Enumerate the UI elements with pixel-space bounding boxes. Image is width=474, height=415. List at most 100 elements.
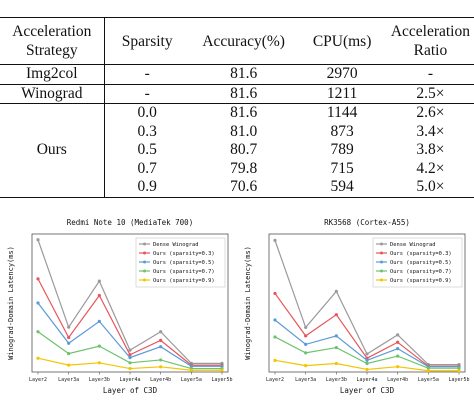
data-point xyxy=(67,363,71,367)
legend-label: Ours (sparsity=0.5) xyxy=(390,260,452,266)
legend-marker xyxy=(380,260,383,264)
x-tick-label: Layer3a xyxy=(295,377,316,383)
data-point xyxy=(159,358,163,362)
data-point xyxy=(365,361,369,366)
legend-marker xyxy=(380,278,383,282)
table-row: Winograd - 81.6 1211 2.5× xyxy=(0,84,474,104)
data-point xyxy=(220,368,224,372)
table-cell: 715 xyxy=(330,159,354,177)
data-point xyxy=(396,340,400,344)
table-cell: 70.6 xyxy=(189,178,298,198)
table-cell: 81.6 xyxy=(189,84,298,104)
table-cell: 0.5 xyxy=(137,141,157,159)
data-point xyxy=(334,361,338,366)
legend-marker xyxy=(380,251,383,255)
table-cell: 2970 xyxy=(297,64,387,85)
table-cell: 2.6× xyxy=(416,104,445,122)
legend-label: Dense Winograd xyxy=(390,242,435,248)
data-point xyxy=(304,351,308,355)
x-axis-label: Layer of C3D xyxy=(340,386,395,395)
data-point xyxy=(159,338,163,342)
data-point xyxy=(396,347,400,351)
data-point xyxy=(396,365,400,369)
table-cell: 81.0 xyxy=(230,122,258,140)
data-point xyxy=(97,279,101,283)
x-tick-label: Layer2 xyxy=(266,377,284,383)
table-cell: 3.8× xyxy=(416,141,445,159)
x-tick-label: Layer5b xyxy=(448,377,469,383)
chart-redmi-note-10: Redmi Note 10 (MediaTek 700) Layer2 Layer3… xyxy=(7,218,233,395)
legend-label: Dense Winograd xyxy=(153,242,198,248)
data-point xyxy=(189,368,193,372)
x-tick-label: Layer5a xyxy=(418,377,439,383)
chart-title: Redmi Note 10 (MediaTek 700) xyxy=(67,218,193,227)
table-cell: 5.0× xyxy=(386,178,474,198)
table-cell: 0.7 xyxy=(137,159,157,177)
data-point xyxy=(67,325,71,329)
legend-marker xyxy=(143,242,146,246)
data-point xyxy=(334,313,338,317)
table-row: Img2col - 81.6 2970 - xyxy=(0,64,474,85)
table-row: Ours 0.0 81.6 1144 2.6× xyxy=(0,103,474,198)
data-point xyxy=(36,356,40,360)
x-tick-label: Layer3b xyxy=(326,377,347,383)
data-point xyxy=(304,342,308,346)
legend-box xyxy=(135,237,226,288)
data-point xyxy=(426,369,430,373)
data-point xyxy=(273,358,277,362)
header-accuracy: Accuracy(%) xyxy=(189,17,298,65)
table-row: 0.7 79.8 715 4.2× xyxy=(0,160,474,179)
legend-marker xyxy=(143,278,146,282)
data-point xyxy=(396,354,400,358)
table-cell: 1211 xyxy=(297,84,387,104)
data-point xyxy=(97,344,101,348)
data-point xyxy=(304,325,308,330)
legend-marker xyxy=(380,242,383,246)
table-cell: 79.8 xyxy=(230,159,258,177)
data-point xyxy=(128,356,132,360)
data-point xyxy=(457,369,461,373)
data-point xyxy=(273,238,277,242)
data-point xyxy=(396,333,400,337)
data-point xyxy=(457,366,461,370)
data-point xyxy=(304,334,308,338)
table-cell: 81.6 xyxy=(230,104,258,122)
data-point xyxy=(189,364,193,368)
data-point xyxy=(36,277,40,281)
y-axis-label: Winograd-Domain Latency(ms) xyxy=(7,246,15,360)
data-point xyxy=(36,238,40,242)
table-row: 0.5 80.7 789 3.8× xyxy=(0,141,474,160)
header-accuracy-label: Accuracy(%) xyxy=(202,32,285,50)
table-cell: - xyxy=(104,64,190,85)
legend-label: Ours (sparsity=0.9) xyxy=(153,278,215,284)
results-table: Acceleration Strategy Sparsity Accuracy(… xyxy=(0,17,474,198)
data-point xyxy=(128,348,132,352)
data-point xyxy=(128,366,132,371)
table-row: 0.3 81.0 873 3.4× xyxy=(0,123,474,142)
legend-label: Ours (sparsity=0.7) xyxy=(390,269,452,275)
data-point xyxy=(36,301,40,305)
table-cell: 0.0 xyxy=(137,104,157,122)
data-point xyxy=(273,335,277,339)
ours-strategy-cell: Ours xyxy=(0,103,105,198)
header-ratio: Acceleration Ratio xyxy=(386,17,474,65)
x-tick-label: Layer4a xyxy=(356,377,377,383)
table-header-row: Acceleration Strategy Sparsity Accuracy(… xyxy=(0,17,474,65)
data-point xyxy=(159,345,163,349)
latency-figure: Redmi Note 10 (MediaTek 700) Layer2 Layer3… xyxy=(0,210,474,415)
x-axis-label: Layer of C3D xyxy=(103,386,158,395)
data-point xyxy=(159,365,163,369)
table-cell: 873 xyxy=(330,122,354,140)
data-point xyxy=(365,358,369,362)
x-tick-label: Layer3a xyxy=(58,377,79,383)
x-tick-label: Layer5b xyxy=(211,377,232,383)
data-point xyxy=(67,335,71,340)
header-strategy-line2: Strategy xyxy=(25,42,78,59)
table-cell: Winograd xyxy=(0,84,105,104)
data-point xyxy=(97,361,101,365)
x-tick-label: Layer4b xyxy=(387,377,408,383)
data-point xyxy=(97,293,101,298)
data-point xyxy=(273,318,277,322)
legend-label: Ours (sparsity=0.9) xyxy=(390,278,452,284)
legend-marker xyxy=(143,269,146,273)
